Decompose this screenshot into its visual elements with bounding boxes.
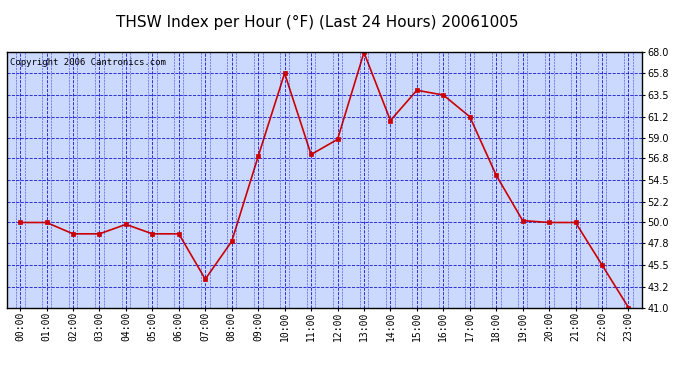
Text: THSW Index per Hour (°F) (Last 24 Hours) 20061005: THSW Index per Hour (°F) (Last 24 Hours)…: [116, 15, 519, 30]
Text: Copyright 2006 Cantronics.com: Copyright 2006 Cantronics.com: [10, 58, 166, 67]
